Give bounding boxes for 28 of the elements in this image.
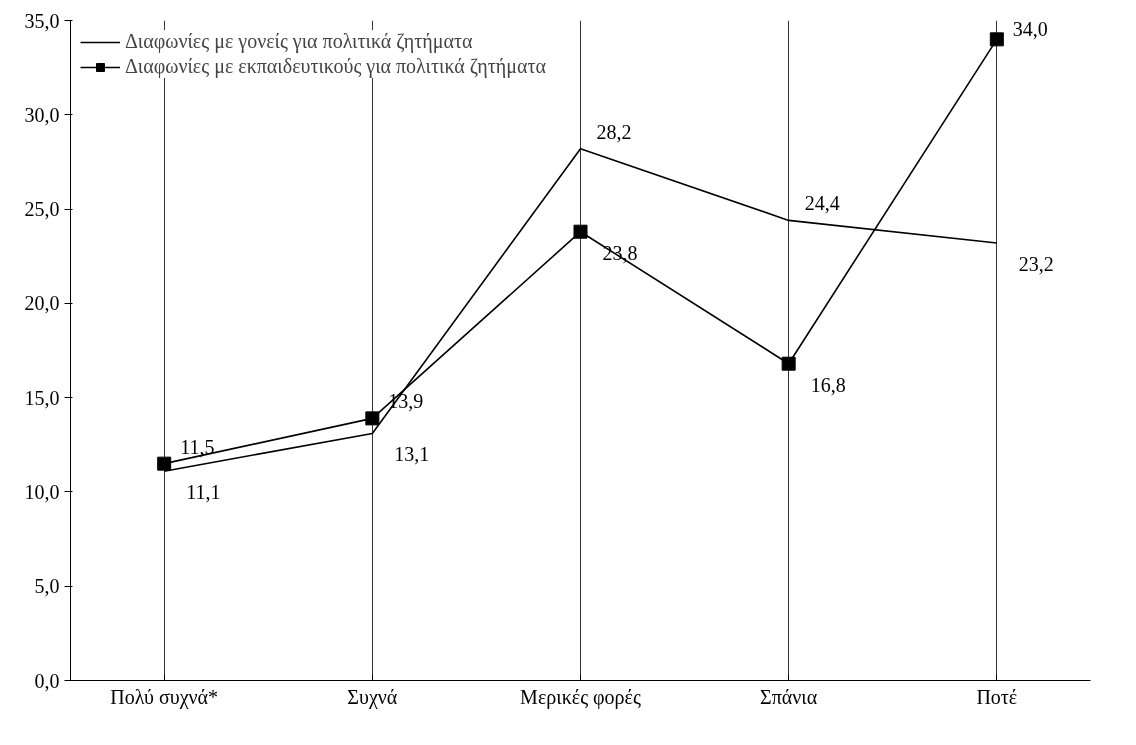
legend-label: Διαφωνίες με εκπαιδευτικούς για πολιτικά ζητήματα	[125, 55, 546, 78]
data-label: 11,5	[180, 435, 215, 458]
y-tick-label: 25,0	[24, 198, 60, 221]
data-label: 28,2	[596, 120, 632, 143]
x-tick-label: Συχνά	[347, 685, 398, 709]
x-tick-label: Μερικές φορές	[520, 685, 641, 709]
data-label: 16,8	[810, 373, 846, 396]
x-tick-label: Ποτέ	[976, 685, 1018, 708]
legend-label: Διαφωνίες με γονείς για πολιτικά ζητήματα	[125, 30, 473, 53]
y-tick-label: 30,0	[24, 103, 60, 126]
y-tick-label: 10,0	[24, 480, 60, 503]
data-label: 23,2	[1018, 253, 1054, 276]
x-tick-label: Πολύ συχνά*	[110, 685, 219, 709]
y-tick-label: 20,0	[24, 292, 60, 315]
x-tick-label: Σπάνια	[760, 685, 818, 708]
y-tick-label: 0,0	[34, 669, 60, 692]
point	[989, 32, 1004, 47]
y-tick-label: 35,0	[24, 9, 60, 32]
data-label: 11,1	[186, 481, 221, 504]
data-label: 13,1	[394, 443, 430, 466]
point	[157, 456, 172, 471]
y-tick-label: 5,0	[34, 575, 60, 598]
point	[781, 356, 796, 371]
point	[365, 411, 380, 426]
data-label: 24,4	[804, 192, 840, 215]
y-tick-label: 15,0	[24, 386, 60, 409]
point	[573, 224, 588, 239]
data-label: 34,0	[1012, 18, 1048, 41]
